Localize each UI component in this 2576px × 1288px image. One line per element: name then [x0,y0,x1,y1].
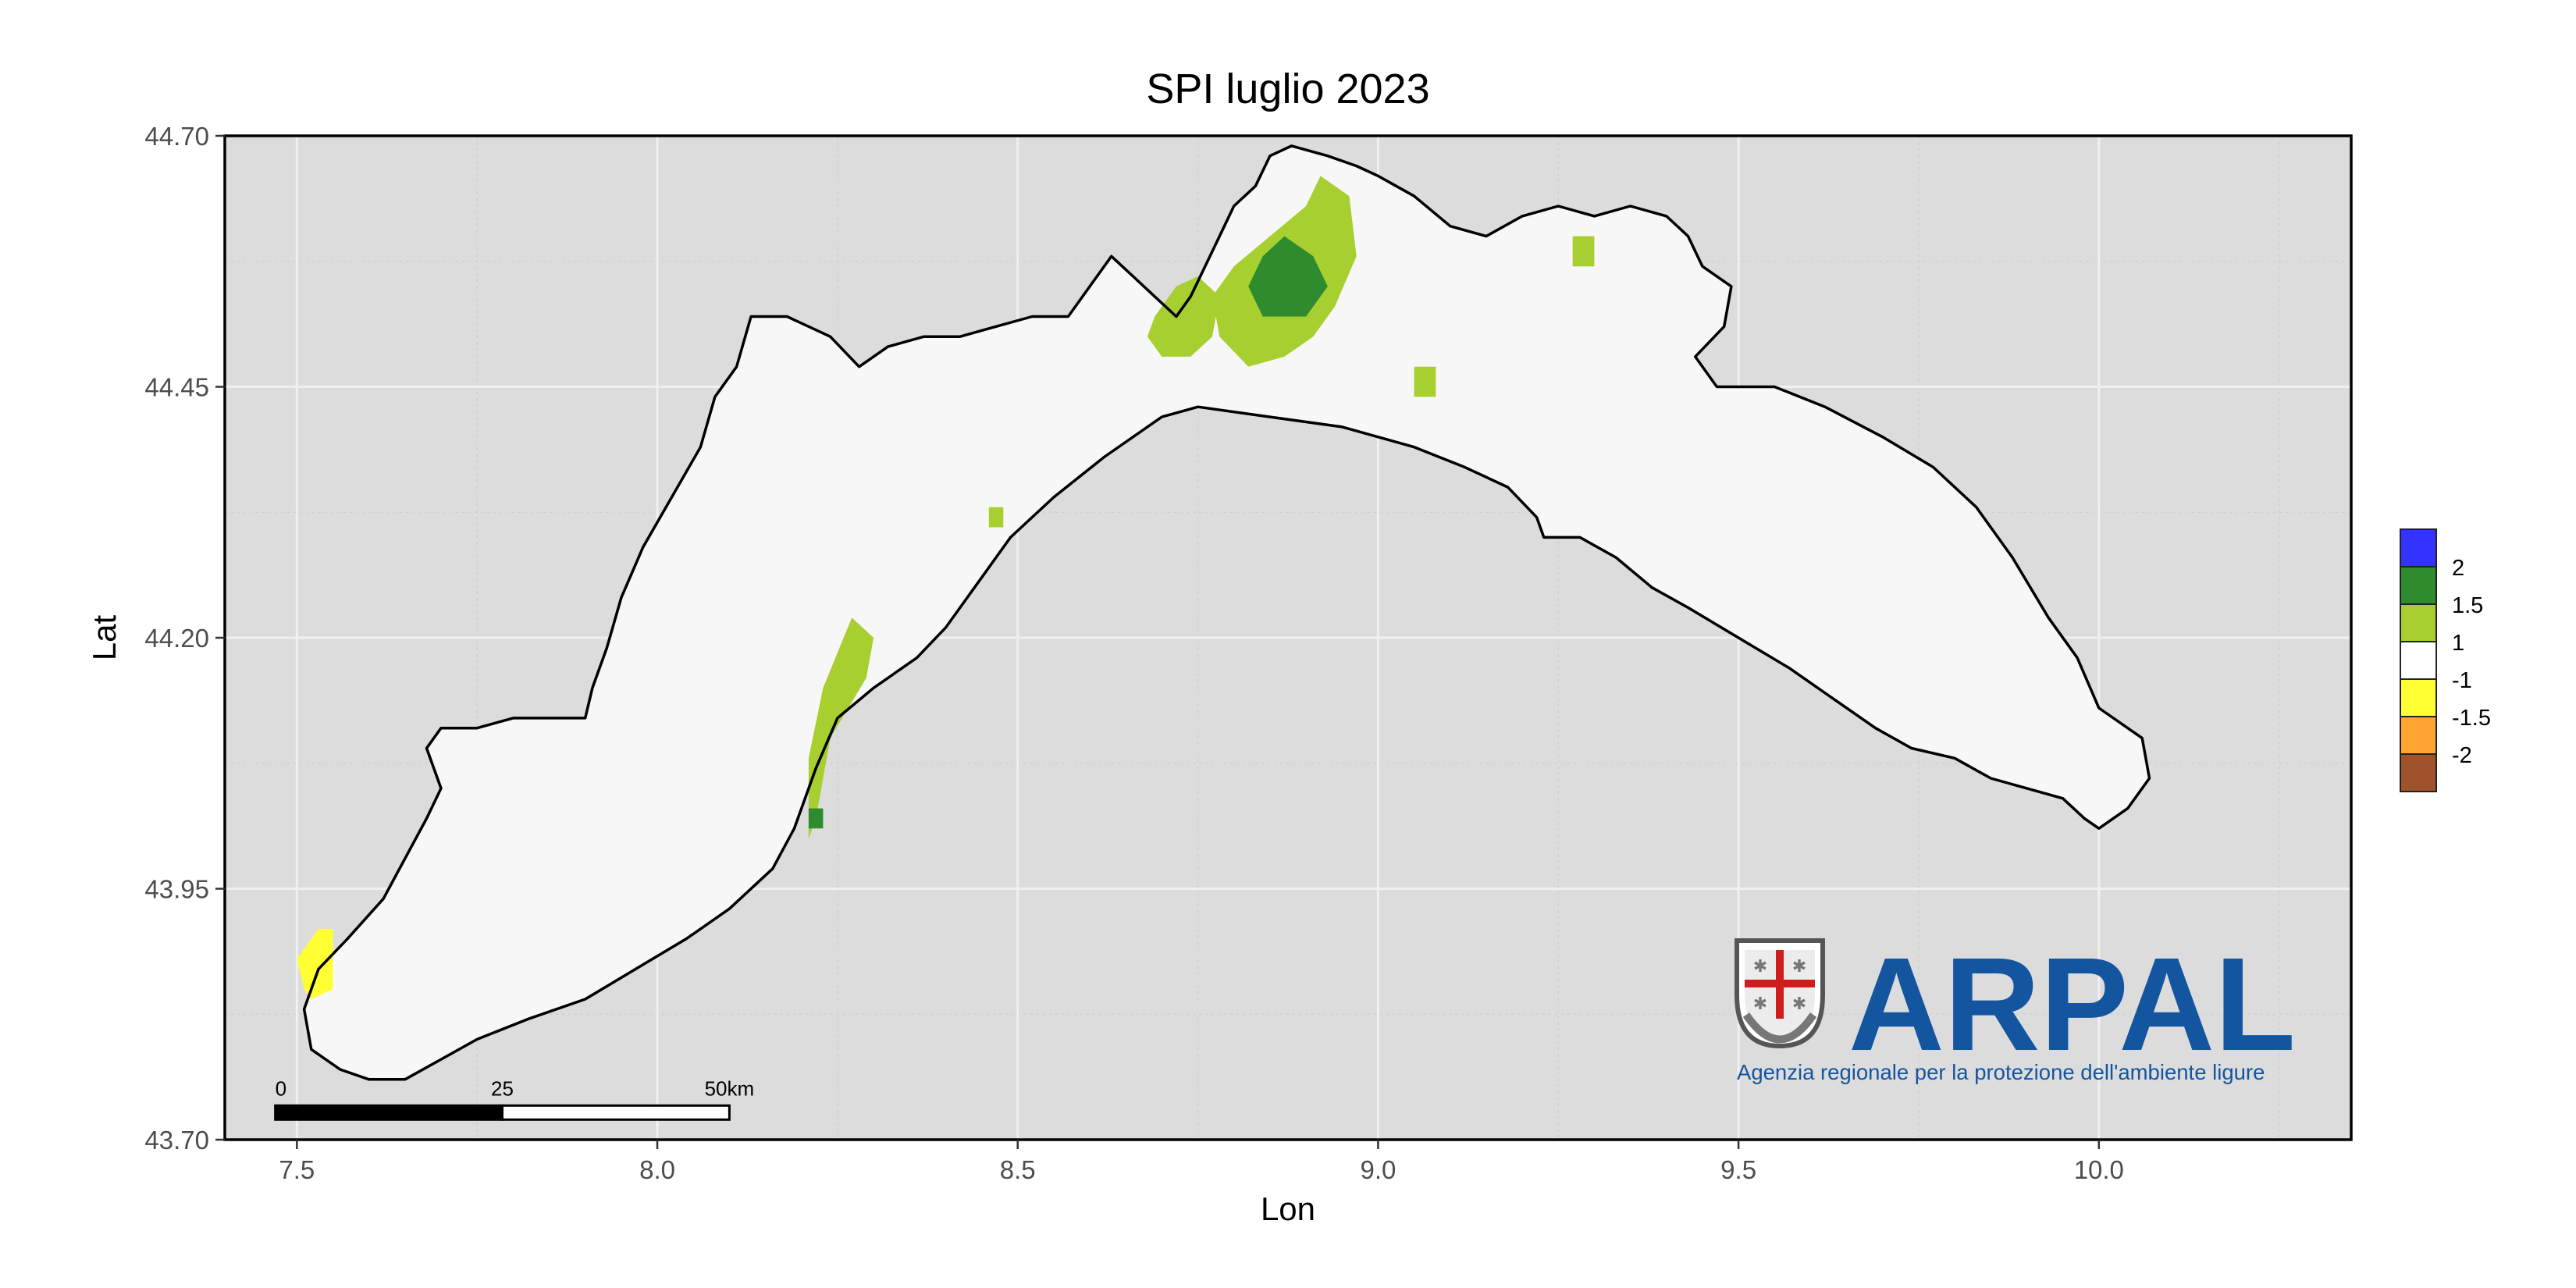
scale-bar-label: 0 [276,1076,286,1100]
region-outline [302,144,2151,1081]
spi-cell [1147,276,1220,357]
y-tick-label: 43.70 [144,1126,209,1155]
spi-cells [297,176,1595,999]
scale-bar-segment-dark [274,1104,504,1121]
spi-cell [808,808,824,829]
svg-text:✱: ✱ [1753,994,1767,1013]
liguria-shield-icon: ✱ ✱ ✱ ✱ [1735,938,1825,1049]
x-axis: 7.5 8.0 8.5 9.0 9.5 10.0 [279,1140,2124,1184]
x-tick-label: 8.0 [639,1155,675,1184]
legend-swatch [2400,753,2437,792]
legend-label: -1 [2452,668,2472,693]
map-panel: ✱ ✱ ✱ ✱ ARPAL Agenzia regionale per la p… [223,134,2353,1141]
legend-swatch [2400,603,2437,642]
legend-swatch [2400,678,2437,717]
y-tick-label: 44.45 [144,373,209,402]
y-tick-label: 43.95 [144,875,209,904]
scale-bar-label: 25 [491,1076,514,1100]
scale-bar-label: 50km [705,1076,755,1100]
y-tick-label: 44.70 [144,122,209,151]
scale-bar: 0 25 50km [274,1076,755,1121]
y-tick-label: 44.20 [144,624,209,653]
x-tick-label: 10.0 [2074,1155,2124,1184]
spi-cell [808,617,874,839]
arpal-logo: ✱ ✱ ✱ ✱ ARPAL Agenzia regionale per la p… [1735,930,2296,1084]
legend-label: -2 [2452,743,2472,768]
svg-text:✱: ✱ [1792,994,1806,1013]
svg-text:✱: ✱ [1753,956,1767,976]
x-tick-label: 7.5 [279,1155,315,1184]
spi-cell [1414,366,1436,397]
y-axis: 43.70 43.95 44.20 44.45 44.70 [144,122,225,1155]
legend-swatch [2400,716,2437,755]
x-axis-label: Lon [1261,1190,1315,1227]
legend-swatch [2400,528,2437,568]
x-tick-label: 8.5 [1000,1155,1036,1184]
x-tick-label: 9.0 [1360,1155,1396,1184]
spi-cell [1248,236,1328,317]
legend: 2 1.5 1 -1 -1.5 -2 [2400,528,2491,792]
legend-label: 1 [2452,631,2464,656]
scale-bar-segment-light [501,1104,731,1121]
spi-cell [1572,236,1595,267]
y-axis-label: Lat [86,614,123,660]
liguria-land [304,145,2150,1080]
spi-cell [297,928,333,999]
legend-label: 1.5 [2452,593,2483,618]
svg-text:✱: ✱ [1792,956,1806,976]
logo-subtitle: Agenzia regionale per la protezione dell… [1737,1060,2265,1084]
legend-label: 2 [2452,556,2464,581]
spi-cell [988,507,1004,528]
map-title: SPI luglio 2023 [1146,66,1429,112]
legend-swatch [2400,641,2437,680]
x-tick-label: 9.5 [1720,1155,1756,1184]
legend-swatch [2400,566,2437,605]
logo-wordmark: ARPAL [1848,930,2296,1079]
legend-label: -1.5 [2452,706,2491,731]
